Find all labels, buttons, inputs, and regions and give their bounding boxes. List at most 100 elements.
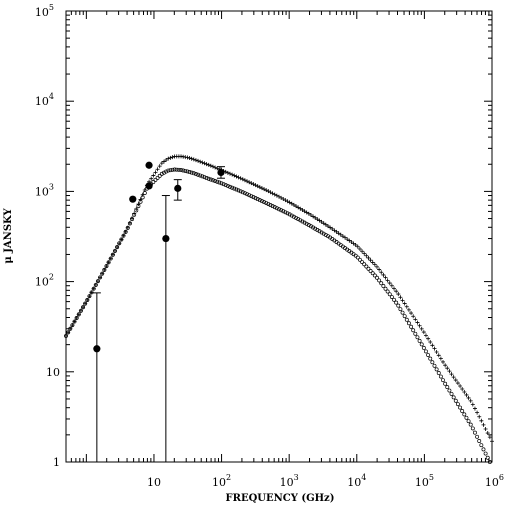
curve-point [451, 375, 456, 380]
curve-point [208, 177, 213, 182]
curve-point [157, 173, 162, 178]
curve-point [234, 174, 239, 179]
y-tick-label: 1 [53, 456, 60, 469]
curve-point [389, 283, 394, 288]
curve-point [196, 158, 201, 163]
y-axis-label: μ JANSKY [3, 208, 14, 264]
curve-point [436, 371, 441, 375]
observation-point [92, 292, 101, 462]
curve-point [481, 447, 486, 452]
curve-point [340, 234, 345, 239]
curve-point [487, 435, 492, 440]
curve-point [238, 176, 243, 181]
curve-point [419, 342, 424, 347]
curve-point [394, 289, 399, 294]
curve-point [266, 202, 271, 206]
curve-point [102, 267, 107, 272]
curve-point [255, 184, 260, 189]
curve-point [419, 326, 424, 331]
curve-point [181, 168, 186, 173]
curve-point [462, 389, 467, 394]
curve-point [110, 252, 115, 257]
curve-point [208, 163, 213, 168]
curve-point [274, 193, 279, 198]
curve-point [383, 275, 388, 280]
curve-point [417, 338, 422, 343]
curve-point [306, 211, 311, 216]
curve-point [330, 226, 335, 231]
curve-point [432, 363, 437, 368]
curve-point [453, 398, 458, 403]
curve-point [230, 172, 235, 177]
curve-point [291, 202, 296, 207]
curve-point [351, 241, 356, 246]
curve-point [151, 180, 156, 184]
curve-point [104, 264, 109, 269]
curve-point [441, 359, 446, 364]
curve-point [168, 155, 173, 160]
curve-point [385, 289, 390, 294]
curve-point [319, 219, 324, 224]
curve-point [174, 167, 179, 172]
curve-point [458, 384, 463, 389]
curve-point [323, 222, 328, 227]
curve-point [426, 336, 431, 341]
curve-point [396, 303, 401, 308]
curve-point [289, 201, 294, 206]
x-tick-label: 105 [415, 473, 434, 489]
curve-point [262, 187, 267, 192]
curve-point [85, 297, 90, 302]
curve-point [485, 455, 490, 460]
curve-point [108, 256, 113, 261]
curve-point [406, 307, 411, 312]
curve-point [268, 203, 273, 208]
curve-point [206, 162, 211, 167]
curve-point [409, 311, 414, 316]
x-tick-labels: 10 102 103 104 105 106 [147, 473, 504, 489]
curve-point [117, 241, 122, 246]
curve-point [413, 331, 418, 336]
curve-point [270, 204, 275, 209]
curve-point [381, 284, 386, 288]
observation-point [129, 195, 137, 203]
curve-point [300, 207, 305, 212]
curve-point [196, 172, 201, 177]
curve-point [274, 206, 279, 211]
curve-point [272, 192, 277, 197]
curve-point [472, 406, 477, 411]
curve-point [204, 162, 209, 167]
curve-point [136, 204, 141, 209]
data-marker [217, 168, 225, 177]
curve-point [179, 168, 183, 172]
curve-point [213, 165, 218, 170]
curve-point [123, 229, 128, 234]
curve-point [257, 198, 262, 203]
curve-point [377, 278, 382, 283]
curve-point [421, 345, 426, 350]
curve-point [191, 157, 196, 162]
curve-point [462, 412, 467, 417]
curve-point [436, 353, 441, 358]
curve-point [400, 310, 405, 315]
curve-point [198, 159, 203, 164]
curve-point [202, 161, 207, 166]
curve-point [479, 443, 484, 448]
curve-point [183, 168, 188, 173]
curve-point [402, 314, 407, 319]
x-axis-label: FREQUENCY (GHz) [226, 493, 335, 504]
curve-point [389, 295, 394, 299]
curve-point [151, 173, 156, 178]
curve-point [313, 215, 318, 220]
curve-point [477, 439, 482, 443]
observation-point [145, 182, 153, 190]
y-tick-label: 10 [46, 366, 60, 379]
curve-point [379, 281, 384, 286]
curve-point [398, 295, 403, 300]
curve-point [279, 208, 284, 213]
curve-point [404, 304, 409, 309]
y-tick-label: 104 [35, 92, 54, 108]
curve-point [168, 168, 173, 173]
curve-point [296, 205, 301, 210]
curve-point [438, 374, 443, 379]
curve-point [468, 398, 473, 403]
